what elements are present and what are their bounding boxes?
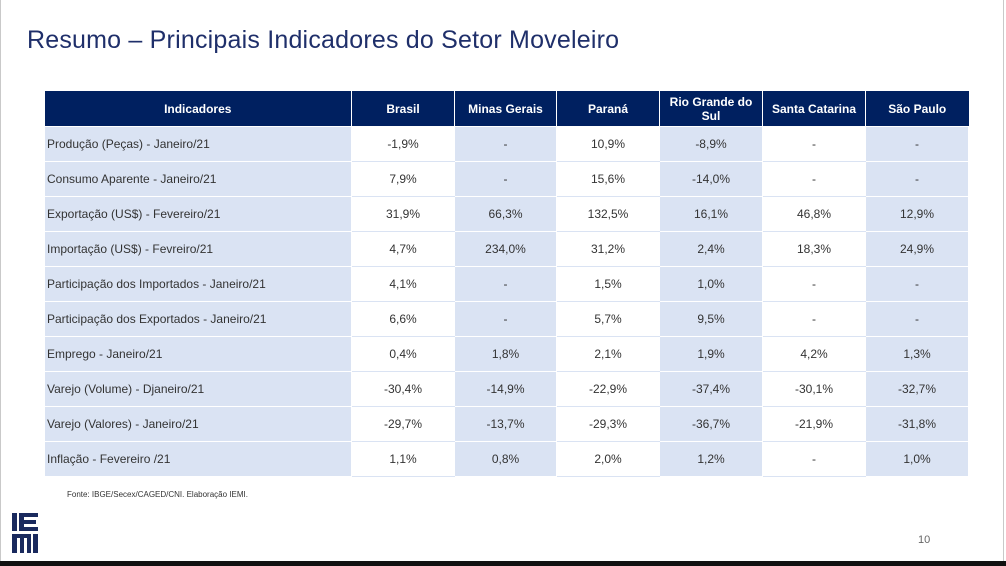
header-indicadores: Indicadores	[44, 91, 352, 127]
page-number: 10	[918, 534, 931, 546]
parana-cell: 132,5%	[556, 196, 660, 232]
santa-catarina-cell: -21,9%	[762, 406, 866, 442]
parana-cell: 2,1%	[556, 336, 660, 372]
table-row: Exportação (US$) - Fevereiro/21 31,9% 66,3…	[44, 196, 969, 232]
rio-grande-do-sul-cell: 16,1%	[659, 196, 763, 232]
minas-gerais-cell: 0,8%	[454, 441, 557, 477]
brasil-cell: 4,7%	[351, 231, 455, 267]
sao-paulo-cell: -31,8%	[865, 406, 969, 442]
table-header-row: Indicadores Brasil Minas Gerais Paraná R…	[44, 91, 969, 127]
rio-grande-do-sul-cell: -14,0%	[659, 161, 763, 197]
rio-grande-do-sul-cell: 2,4%	[659, 231, 763, 267]
santa-catarina-cell: -	[762, 266, 866, 302]
sao-paulo-cell: 12,9%	[865, 196, 969, 232]
parana-cell: -29,3%	[556, 406, 660, 442]
santa-catarina-cell: -	[762, 161, 866, 197]
santa-catarina-cell: 46,8%	[762, 196, 866, 232]
rio-grande-do-sul-cell: -8,9%	[659, 126, 763, 162]
brasil-cell: 7,9%	[351, 161, 455, 197]
rio-grande-do-sul-cell: 1,2%	[659, 441, 763, 477]
minas-gerais-cell: -13,7%	[454, 406, 557, 442]
indicator-cell: Participação dos Exportados - Janeiro/21	[44, 301, 352, 337]
table-row: Produção (Peças) - Janeiro/21 -1,9% -10,9%…	[44, 126, 969, 162]
minas-gerais-cell: -	[454, 301, 557, 337]
iemi-logo	[12, 513, 38, 553]
header-santa-catarina: Santa Catarina	[762, 91, 866, 127]
minas-gerais-cell: 1,8%	[454, 336, 557, 372]
sao-paulo-cell: 1,0%	[865, 441, 969, 477]
header-brasil: Brasil	[351, 91, 455, 127]
parana-cell: 5,7%	[556, 301, 660, 337]
table-row: Participação dos Importados - Janeiro/21…	[44, 266, 969, 302]
indicator-cell: Consumo Aparente - Janeiro/21	[44, 161, 352, 197]
rio-grande-do-sul-cell: -37,4%	[659, 371, 763, 407]
indicators-table: Indicadores Brasil Minas Gerais Paraná R…	[44, 91, 969, 477]
minas-gerais-cell: -	[454, 126, 557, 162]
sao-paulo-cell: 24,9%	[865, 231, 969, 267]
santa-catarina-cell: -	[762, 441, 866, 477]
table-row: Varejo (Valores) - Janeiro/21 -29,7% -13,7…	[44, 406, 969, 442]
table-row: Emprego - Janeiro/21 0,4% 1,8% 2,1% 1,9% 4,2%…	[44, 336, 969, 372]
table-row: Varejo (Volume) - Djaneiro/21 -30,4% -14,9…	[44, 371, 969, 407]
minas-gerais-cell: -	[454, 266, 557, 302]
indicator-cell: Importação (US$) - Fevreiro/21	[44, 231, 352, 267]
sao-paulo-cell: -32,7%	[865, 371, 969, 407]
table-row: Inflação - Fevereiro /21 1,1% 0,8% 2,0% 1,2%…	[44, 441, 969, 477]
brasil-cell: 0,4%	[351, 336, 455, 372]
rio-grande-do-sul-cell: 1,9%	[659, 336, 763, 372]
parana-cell: 1,5%	[556, 266, 660, 302]
parana-cell: -22,9%	[556, 371, 660, 407]
minas-gerais-cell: -14,9%	[454, 371, 557, 407]
brasil-cell: -30,4%	[351, 371, 455, 407]
santa-catarina-cell: 18,3%	[762, 231, 866, 267]
brasil-cell: 4,1%	[351, 266, 455, 302]
parana-cell: 31,2%	[556, 231, 660, 267]
santa-catarina-cell: -30,1%	[762, 371, 866, 407]
santa-catarina-cell: -	[762, 126, 866, 162]
santa-catarina-cell: -	[762, 301, 866, 337]
indicator-cell: Exportação (US$) - Fevereiro/21	[44, 196, 352, 232]
header-minas-gerais: Minas Gerais	[454, 91, 557, 127]
parana-cell: 15,6%	[556, 161, 660, 197]
indicator-cell: Inflação - Fevereiro /21	[44, 441, 352, 477]
parana-cell: 10,9%	[556, 126, 660, 162]
sao-paulo-cell: -	[865, 126, 969, 162]
table-row: Consumo Aparente - Janeiro/21 7,9% -15,6% -…	[44, 161, 969, 197]
brasil-cell: 1,1%	[351, 441, 455, 477]
indicator-cell: Participação dos Importados - Janeiro/21	[44, 266, 352, 302]
slide-title: Resumo – Principais Indicadores do Setor…	[27, 26, 620, 54]
indicator-cell: Emprego - Janeiro/21	[44, 336, 352, 372]
brasil-cell: -29,7%	[351, 406, 455, 442]
minas-gerais-cell: 234,0%	[454, 231, 557, 267]
rio-grande-do-sul-cell: 1,0%	[659, 266, 763, 302]
minas-gerais-cell: -	[454, 161, 557, 197]
brasil-cell: 31,9%	[351, 196, 455, 232]
minas-gerais-cell: 66,3%	[454, 196, 557, 232]
bottom-bar	[0, 561, 1006, 566]
sao-paulo-cell: -	[865, 161, 969, 197]
rio-grande-do-sul-cell: -36,7%	[659, 406, 763, 442]
table-row: Participação dos Exportados - Janeiro/21…	[44, 301, 969, 337]
indicator-cell: Produção (Peças) - Janeiro/21	[44, 126, 352, 162]
indicator-cell: Varejo (Volume) - Djaneiro/21	[44, 371, 352, 407]
table-row: Importação (US$) - Fevreiro/21 4,7% 234,0%…	[44, 231, 969, 267]
sao-paulo-cell: -	[865, 301, 969, 337]
header-parana: Paraná	[556, 91, 660, 127]
santa-catarina-cell: 4,2%	[762, 336, 866, 372]
sao-paulo-cell: -	[865, 266, 969, 302]
brasil-cell: -1,9%	[351, 126, 455, 162]
source-note: Fonte: IBGE/Secex/CAGED/CNI. Elaboração …	[67, 490, 248, 499]
sao-paulo-cell: 1,3%	[865, 336, 969, 372]
brasil-cell: 6,6%	[351, 301, 455, 337]
parana-cell: 2,0%	[556, 441, 660, 477]
header-rio-grande-do-sul: Rio Grande do Sul	[659, 91, 763, 127]
indicator-cell: Varejo (Valores) - Janeiro/21	[44, 406, 352, 442]
header-sao-paulo: São Paulo	[865, 91, 969, 127]
rio-grande-do-sul-cell: 9,5%	[659, 301, 763, 337]
